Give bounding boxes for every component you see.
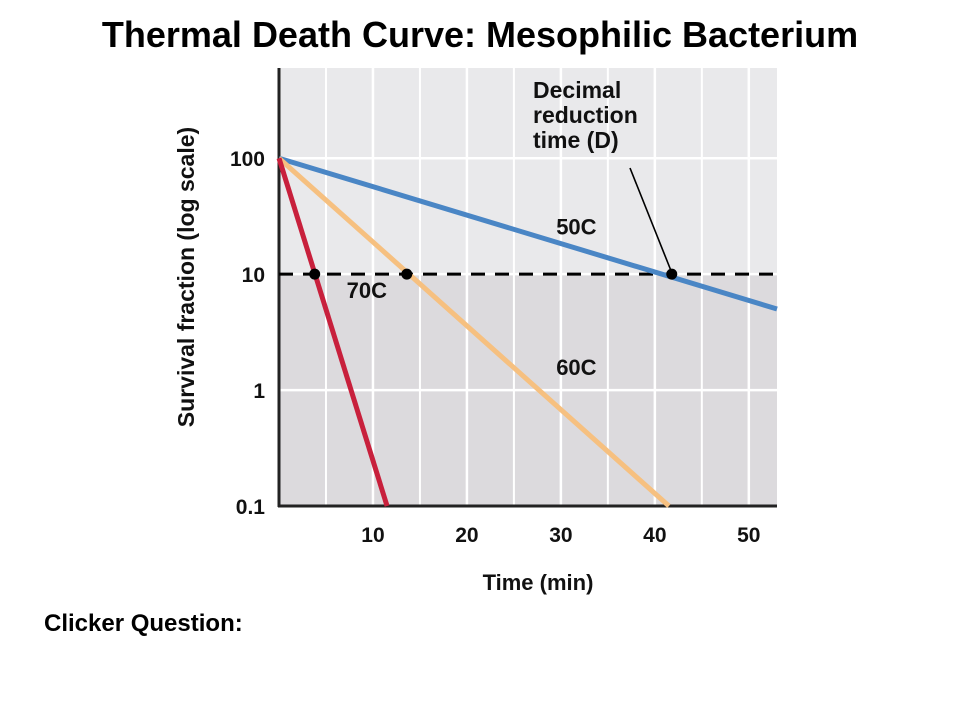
slide-title: Thermal Death Curve: Mesophilic Bacteriu… [101,14,859,55]
y-tick-label: 10 [242,264,265,287]
series-group: 50C 60C 70C [276,155,778,508]
series-line-60c [277,156,671,508]
annotation-line: time (D) [533,127,619,153]
series-label-60c: 60C [556,355,596,380]
tick-labels: 10 20 30 40 50 0.1 1 10 100 [230,148,761,547]
annotation-line: Decimal [533,77,621,103]
axis-labels: Time (min) Survival fraction (log scale) [173,127,593,595]
y-tick-label: 100 [230,148,265,171]
marker-60c [401,268,413,280]
marker-70c [309,268,321,280]
series-label-50c: 50C [556,214,596,239]
x-tick-label: 50 [737,524,760,547]
x-tick-label: 20 [455,524,478,547]
series-line-70c [276,157,390,507]
annotation-line: reduction [533,102,638,128]
plot-upper-region [279,68,777,275]
marker-group [309,268,678,280]
x-tick-label: 30 [549,524,572,547]
series-line-50c [278,155,778,312]
x-axis-label: Time (min) [483,570,594,595]
marker-50c [666,268,678,280]
y-tick-label: 0.1 [236,496,266,519]
y-axis-label: Survival fraction (log scale) [173,127,199,427]
annotation-pointer [629,167,672,271]
x-tick-label: 10 [361,524,384,547]
y-tick-label: 1 [253,380,265,403]
clicker-question-label: Clicker Question: [44,610,243,637]
series-label-70c: 70C [347,278,387,303]
x-tick-label: 40 [643,524,666,547]
